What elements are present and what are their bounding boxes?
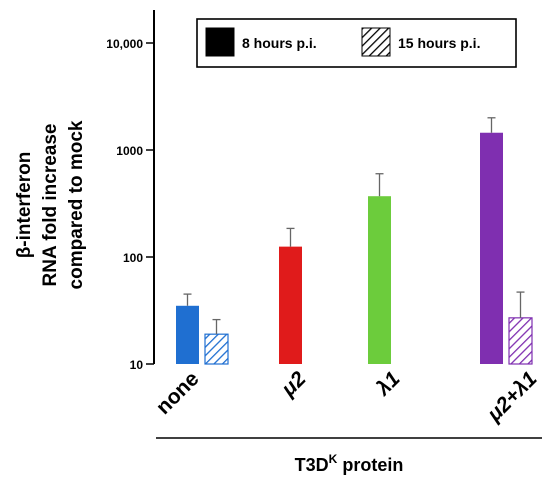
- bars-group: [176, 117, 533, 365]
- y-axis-title-line-2: RNA fold increase: [40, 124, 61, 287]
- bar-15h-0: [204, 333, 229, 365]
- legend-swatch-0: [205, 27, 235, 57]
- legend-swatch-1: [361, 27, 391, 57]
- y-tick-label: 10,000: [106, 37, 143, 51]
- bar-15h-3: [508, 317, 533, 365]
- bar-8h-0: [176, 305, 199, 364]
- y-axis: 10 100 1000 10,000: [106, 10, 155, 372]
- bar-8h-1: [279, 246, 302, 364]
- x-axis-title-superscript: K: [329, 452, 338, 466]
- category-labels: none μ2 λ1 μ2+λ1: [152, 367, 542, 427]
- legend: 8 hours p.i. 15 hours p.i.: [196, 18, 517, 68]
- legend-box: [196, 18, 517, 68]
- category-label-2: λ1: [371, 367, 404, 400]
- y-axis-title-line-1: β-interferon: [14, 152, 35, 259]
- y-axis-title: β-interferon RNA fold increase compared …: [14, 120, 87, 289]
- category-label-3: μ2+λ1: [482, 367, 541, 426]
- x-axis-title: T3DK protein: [295, 452, 404, 475]
- bar-8h-2: [368, 196, 391, 364]
- category-label-1: μ2: [276, 367, 310, 401]
- bar-8h-3: [480, 132, 503, 364]
- y-tick-label: 1000: [116, 144, 143, 158]
- x-axis-title-main: T3D: [295, 455, 329, 475]
- legend-label-1: 15 hours p.i.: [398, 35, 480, 51]
- legend-label-0: 8 hours p.i.: [242, 35, 317, 51]
- category-label-0: none: [152, 367, 204, 419]
- y-tick-label: 10: [130, 358, 144, 372]
- y-tick-label: 100: [123, 251, 143, 265]
- y-axis-title-line-3: compared to mock: [66, 120, 87, 289]
- x-axis-title-tail: protein: [337, 455, 403, 475]
